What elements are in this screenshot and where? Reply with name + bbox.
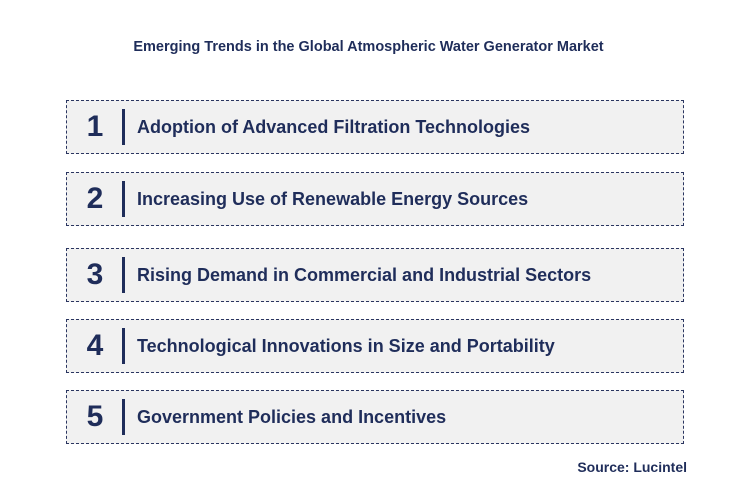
diagram-title: Emerging Trends in the Global Atmospheri… xyxy=(133,39,604,55)
divider xyxy=(122,181,125,217)
trend-item-4: 4 Technological Innovations in Size and … xyxy=(66,319,684,373)
trend-label: Government Policies and Incentives xyxy=(137,406,447,427)
divider xyxy=(122,109,125,145)
trend-number: 1 xyxy=(86,110,104,143)
trend-label: Rising Demand in Commercial and Industri… xyxy=(137,264,592,285)
trend-label: Technological Innovations in Size and Po… xyxy=(137,335,555,356)
source-credit: Source: Lucintel xyxy=(577,459,687,475)
divider xyxy=(122,399,125,435)
trend-number: 2 xyxy=(86,182,104,215)
trend-label: Adoption of Advanced Filtration Technolo… xyxy=(137,116,530,137)
trend-item-5: 5 Government Policies and Incentives xyxy=(66,390,684,444)
trend-item-2: 2 Increasing Use of Renewable Energy Sou… xyxy=(66,172,684,226)
trend-label: Increasing Use of Renewable Energy Sourc… xyxy=(137,188,529,209)
trend-number: 3 xyxy=(86,258,104,291)
trend-number: 4 xyxy=(86,329,104,362)
divider xyxy=(122,257,125,293)
trend-number: 5 xyxy=(86,400,104,433)
trend-item-1: 1 Adoption of Advanced Filtration Techno… xyxy=(66,100,684,154)
trend-item-3: 3 Rising Demand in Commercial and Indust… xyxy=(66,248,684,302)
divider xyxy=(122,328,125,364)
